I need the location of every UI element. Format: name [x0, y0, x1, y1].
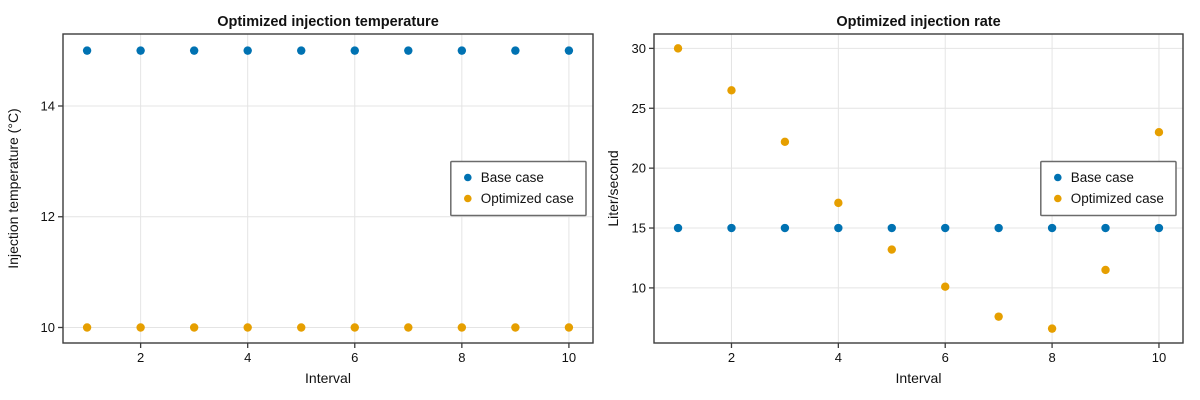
data-point-optimized-case: [834, 198, 843, 208]
legend-box: [1040, 160, 1177, 217]
data-point-base-case: [511, 46, 520, 55]
y-tick-label: 25: [632, 101, 646, 116]
data-point-optimized-case: [673, 44, 683, 53]
data-point-base-case: [136, 46, 145, 55]
data-point-base-case: [404, 46, 413, 55]
data-point-base-case: [457, 46, 467, 55]
x-axis-label: Interval: [305, 370, 351, 386]
axis-frame: [653, 33, 1184, 344]
data-point-optimized-case: [564, 323, 574, 332]
data-point-base-case: [297, 46, 306, 55]
x-tick-label: 10: [562, 350, 576, 365]
data-point-optimized-case: [189, 323, 199, 332]
data-point-base-case: [243, 46, 252, 55]
data-point-optimized-case: [511, 323, 520, 332]
legend-swatch-optimized-case: [1054, 194, 1062, 203]
legend-label-base-case: Base case: [1071, 170, 1134, 185]
x-tick-label: 8: [458, 350, 465, 365]
data-point-base-case: [82, 46, 92, 55]
data-point-base-case: [727, 223, 736, 233]
data-point-base-case: [780, 223, 790, 233]
data-point-optimized-case: [887, 245, 896, 254]
legend-box: [450, 160, 587, 217]
data-point-base-case: [564, 46, 574, 55]
y-axis-label: Injection temperature (°C): [5, 108, 21, 268]
data-point-base-case: [994, 223, 1003, 233]
data-point-optimized-case: [82, 323, 92, 332]
data-point-base-case: [1154, 223, 1164, 233]
chart-title: Optimized injection temperature: [217, 14, 439, 30]
y-tick-label: 10: [632, 280, 646, 295]
data-point-base-case: [834, 223, 843, 233]
x-tick-label: 2: [728, 350, 735, 365]
x-tick-label: 8: [1048, 350, 1055, 365]
legend-swatch-base-case: [464, 173, 472, 182]
data-point-optimized-case: [404, 323, 413, 332]
data-point-base-case: [941, 223, 950, 233]
data-point-optimized-case: [297, 323, 306, 332]
y-tick-label: 30: [632, 41, 646, 56]
data-point-optimized-case: [941, 282, 950, 291]
x-tick-label: 4: [244, 350, 251, 365]
legend-label-base-case: Base case: [481, 170, 544, 185]
data-point-optimized-case: [994, 312, 1003, 321]
legend-swatch-optimized-case: [464, 194, 472, 203]
data-point-optimized-case: [1101, 265, 1110, 275]
data-point-base-case: [1101, 223, 1110, 233]
data-point-base-case: [189, 46, 199, 55]
y-tick-label: 14: [41, 98, 55, 113]
x-tick-label: 6: [351, 350, 358, 365]
y-tick-label: 15: [632, 221, 646, 236]
data-point-optimized-case: [1047, 324, 1057, 333]
data-point-optimized-case: [1154, 128, 1164, 137]
chart-title: Optimized injection rate: [836, 14, 1000, 30]
data-point-base-case: [887, 223, 896, 233]
y-tick-label: 10: [41, 320, 55, 335]
x-tick-label: 10: [1152, 350, 1166, 365]
axis-frame: [62, 33, 594, 344]
chart-injection-temperature: 2 4 6 8 10 10 12 14 Interval Injection temperatur…: [5, 14, 594, 386]
y-tick-label: 12: [41, 209, 55, 224]
data-point-base-case: [1047, 223, 1057, 233]
data-point-optimized-case: [136, 323, 145, 332]
data-point-optimized-case: [457, 323, 467, 332]
legend-label-optimized-case: Optimized case: [1071, 191, 1164, 206]
data-point-base-case: [673, 223, 683, 233]
x-tick-label: 4: [835, 350, 842, 365]
data-point-optimized-case: [350, 323, 359, 332]
data-point-optimized-case: [727, 86, 736, 95]
chart-injection-rate: 2 4 6 8 10 10 15 20 25 30 Interval Liter/second Opti…: [605, 14, 1184, 386]
legend-label-optimized-case: Optimized case: [481, 191, 574, 206]
data-point-optimized-case: [780, 137, 790, 146]
legend-swatch-base-case: [1054, 173, 1062, 182]
data-point-optimized-case: [243, 323, 252, 332]
y-axis-label: Liter/second: [605, 150, 621, 226]
x-tick-label: 6: [942, 350, 949, 365]
x-axis-label: Interval: [896, 370, 942, 386]
y-tick-label: 20: [632, 161, 646, 176]
x-tick-label: 2: [137, 350, 144, 365]
data-point-base-case: [350, 46, 359, 55]
